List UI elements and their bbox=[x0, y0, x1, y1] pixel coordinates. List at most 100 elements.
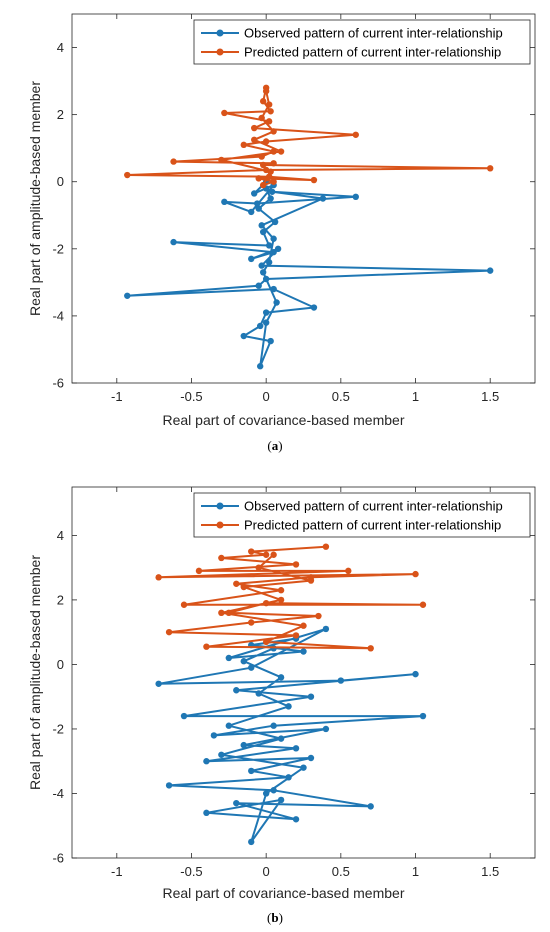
data-point bbox=[248, 838, 255, 846]
y-tick-label: -2 bbox=[52, 241, 64, 256]
data-point bbox=[292, 816, 300, 823]
y-tick-label: -4 bbox=[52, 308, 64, 323]
data-point bbox=[258, 114, 265, 122]
chart-panel-b: -1 -0.5 0 0.5 1 1.5 -6 -4 -2 0 2 4 Real part of cova… bbox=[27, 486, 536, 925]
caption-part: ) bbox=[279, 910, 283, 925]
data-point bbox=[267, 108, 274, 115]
x-tick-label: 0.5 bbox=[332, 864, 350, 879]
x-tick-label: 1 bbox=[412, 389, 419, 404]
data-point bbox=[262, 638, 270, 646]
data-point bbox=[486, 267, 494, 274]
caption-part: ( bbox=[267, 438, 271, 453]
data-point bbox=[124, 171, 131, 179]
data-point bbox=[277, 674, 285, 681]
data-point bbox=[259, 228, 267, 236]
caption-part: b bbox=[271, 910, 278, 925]
data-point bbox=[265, 242, 273, 249]
data-point bbox=[218, 156, 225, 164]
y-axis-label: Real part of amplitude-based member bbox=[27, 555, 43, 790]
data-point bbox=[285, 703, 292, 710]
series-line bbox=[157, 627, 424, 843]
data-point bbox=[218, 554, 225, 562]
data-point bbox=[262, 599, 270, 607]
data-point bbox=[180, 601, 188, 608]
data-point bbox=[270, 787, 277, 794]
data-point bbox=[251, 190, 258, 197]
figure-caption: (b) bbox=[267, 910, 283, 925]
caption-part: a bbox=[272, 438, 279, 453]
data-point bbox=[292, 745, 300, 752]
data-point bbox=[240, 583, 247, 591]
data-point bbox=[265, 259, 273, 266]
legend-swatch-marker bbox=[216, 521, 224, 529]
data-point bbox=[310, 304, 318, 311]
data-point bbox=[233, 687, 240, 694]
series-line bbox=[126, 180, 492, 368]
data-point bbox=[315, 612, 322, 620]
data-point bbox=[255, 282, 262, 289]
data-point bbox=[195, 567, 203, 575]
data-point bbox=[307, 577, 315, 584]
data-point bbox=[255, 205, 262, 212]
legend: Observed pattern of current inter-relati… bbox=[193, 19, 531, 65]
data-point bbox=[248, 255, 255, 263]
data-point bbox=[271, 218, 279, 226]
data-point bbox=[292, 561, 300, 568]
data-point bbox=[258, 153, 265, 160]
data-point bbox=[270, 160, 277, 167]
data-point bbox=[240, 741, 247, 749]
data-point bbox=[248, 767, 255, 775]
data-point bbox=[419, 601, 427, 608]
data-point bbox=[337, 677, 345, 684]
data-point bbox=[256, 322, 264, 330]
data-point bbox=[254, 200, 261, 207]
data-point bbox=[322, 625, 330, 633]
data-point bbox=[265, 118, 273, 125]
data-point bbox=[240, 332, 247, 340]
data-point bbox=[292, 632, 300, 639]
data-point bbox=[256, 363, 264, 370]
series-observed bbox=[155, 625, 427, 846]
x-tick-label: -0.5 bbox=[180, 864, 202, 879]
data-point bbox=[307, 754, 315, 762]
y-tick-label: 0 bbox=[57, 174, 64, 189]
data-point bbox=[486, 165, 494, 172]
x-tick-label: 0 bbox=[263, 864, 270, 879]
data-point bbox=[367, 645, 374, 652]
data-point bbox=[210, 732, 218, 739]
data-point bbox=[270, 551, 277, 558]
data-point bbox=[352, 131, 359, 138]
data-point bbox=[225, 722, 233, 729]
data-point bbox=[412, 570, 419, 578]
data-point bbox=[322, 725, 330, 733]
x-tick-label: 0 bbox=[263, 389, 270, 404]
data-point bbox=[255, 175, 262, 182]
data-point bbox=[274, 245, 282, 253]
data-point bbox=[265, 101, 273, 108]
data-point bbox=[262, 309, 270, 316]
data-point bbox=[300, 622, 307, 629]
data-point bbox=[270, 235, 277, 242]
data-point bbox=[259, 181, 267, 189]
data-point bbox=[270, 178, 277, 185]
data-point bbox=[240, 658, 247, 665]
data-point bbox=[265, 173, 273, 180]
data-point bbox=[262, 551, 270, 558]
plot-area-frame bbox=[71, 486, 536, 859]
data-point bbox=[258, 222, 265, 229]
data-point bbox=[273, 299, 280, 306]
legend: Observed pattern of current inter-relati… bbox=[193, 492, 531, 538]
data-point bbox=[262, 790, 270, 797]
data-point bbox=[259, 269, 267, 276]
data-point bbox=[225, 654, 233, 662]
y-tick-label: 2 bbox=[57, 107, 64, 122]
data-point bbox=[268, 188, 276, 195]
data-point bbox=[218, 751, 225, 758]
series-observed bbox=[124, 178, 494, 370]
data-point bbox=[267, 168, 274, 175]
data-point bbox=[251, 136, 258, 143]
data-point bbox=[248, 619, 255, 626]
legend-label: Predicted pattern of current inter-relat… bbox=[244, 45, 501, 60]
y-tick-label: 4 bbox=[57, 528, 64, 543]
legend-box bbox=[193, 492, 531, 538]
